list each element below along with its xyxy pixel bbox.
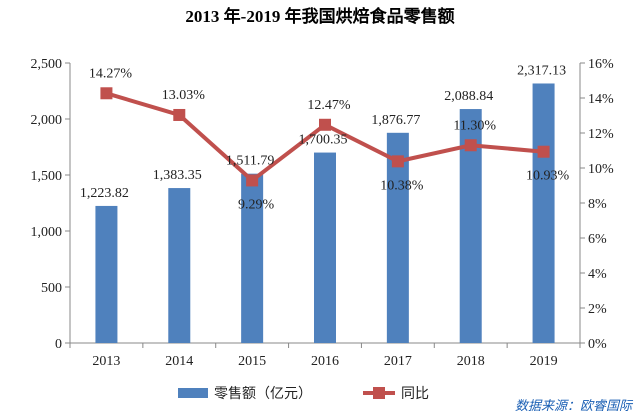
bar-value-label: 1,511.79 [226, 154, 274, 169]
x-tick-label: 2013 [92, 354, 120, 369]
y-left-tick-label: 2,000 [31, 113, 63, 128]
line-marker [100, 87, 113, 100]
x-tick-label: 2016 [311, 354, 339, 369]
y-right-tick-label: 12% [588, 127, 614, 142]
y-left-tick-label: 1,500 [31, 169, 63, 184]
bar-value-label: 1,700.35 [299, 133, 348, 148]
line-marker [537, 145, 550, 158]
line-value-label: 10.38% [380, 178, 424, 193]
y-left-tick-label: 2,500 [31, 57, 63, 72]
y-right-tick-label: 16% [588, 57, 614, 72]
bar [459, 109, 482, 343]
source-note: 数据来源：欧睿国际 [515, 399, 634, 414]
x-tick-label: 2017 [384, 354, 412, 369]
data-labels: 1,223.82 1,383.35 1,511.79 1,700.35 1,876.77… [80, 63, 570, 212]
y-right-tick-label: 14% [588, 92, 614, 107]
line-value-label: 12.47% [307, 98, 351, 113]
y-left-tick-label: 500 [41, 281, 62, 296]
bar [168, 188, 191, 343]
bar-value-label: 2,317.13 [517, 63, 566, 78]
bar [314, 152, 336, 343]
legend-label-bar: 零售额（亿元） [214, 386, 312, 402]
x-tick-label: 2018 [457, 354, 485, 369]
line-marker [391, 155, 404, 168]
bar-value-label: 1,223.82 [80, 186, 129, 201]
line-value-label: 11.30% [453, 118, 496, 133]
bar-value-label: 1,876.77 [371, 113, 420, 128]
line-marker [246, 174, 259, 187]
y-left-tick-label: 0 [55, 337, 62, 352]
bar [95, 205, 118, 343]
line-value-label: 9.29% [238, 197, 275, 212]
legend-swatch-marker [373, 387, 385, 399]
chart-title: 2013 年-2019 年我国烘焙食品零售额 [185, 6, 454, 26]
x-tick-label: 2015 [238, 354, 266, 369]
x-tick-label: 2019 [530, 354, 558, 369]
line-series [100, 87, 550, 187]
y-right-tick-label: 8% [588, 197, 607, 212]
y-right-tick-label: 6% [588, 232, 607, 247]
y-right-tick-label: 4% [588, 267, 607, 282]
legend: 零售额（亿元） 同比 [178, 386, 429, 402]
axes: 0 500 1,000 1,500 2,000 2,500 0% 2% 4% 6% 8% 10% 12%… [31, 57, 615, 369]
bar [386, 132, 409, 343]
legend-swatch-bar [178, 388, 208, 398]
line-marker [173, 108, 186, 121]
y-left-tick-label: 1,000 [31, 225, 63, 240]
line-marker [319, 118, 331, 131]
y-right-tick-label: 0% [588, 337, 607, 352]
bar [241, 173, 264, 343]
x-tick-label: 2014 [165, 354, 193, 369]
bar-value-label: 2,088.84 [444, 89, 493, 104]
y-right-tick-label: 2% [588, 302, 607, 317]
legend-label-line: 同比 [401, 386, 429, 402]
y-right-tick-label: 10% [588, 162, 614, 177]
line-value-label: 10.93% [526, 169, 570, 184]
line-marker [464, 139, 477, 152]
bar [532, 83, 555, 343]
line-value-label: 14.27% [89, 66, 133, 81]
line-value-label: 13.03% [162, 88, 206, 103]
bar-value-label: 1,383.35 [153, 168, 202, 183]
